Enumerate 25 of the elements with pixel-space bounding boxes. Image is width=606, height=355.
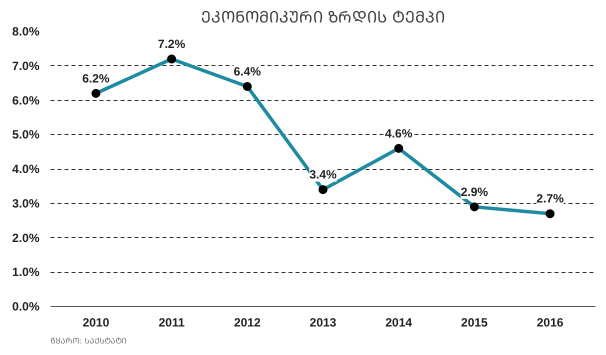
- y-tick-label: 3.0%: [12, 196, 40, 210]
- x-tick-label: 2013: [310, 316, 337, 330]
- data-label: 6.2%: [82, 71, 110, 86]
- data-label: 7.2%: [158, 37, 186, 51]
- data-label: 2.9%: [460, 184, 488, 199]
- y-tick-label: 7.0%: [12, 58, 40, 73]
- x-tick-label: 2012: [234, 316, 261, 330]
- y-tick-label: 8.0%: [12, 24, 40, 38]
- y-tick-label: 2.0%: [12, 230, 40, 245]
- x-tick-label: 2015: [461, 316, 488, 330]
- text: ᲬᲧᲐᲠᲝ: ᲡᲐᲥᲡᲢᲐᲢᲘ: [50, 336, 127, 346]
- x-tick-label: 2016: [536, 316, 564, 330]
- data-label: 2.7%: [536, 192, 564, 206]
- chart-title: ᲔᲙᲝᲜᲝᲛᲘᲙᲣᲠᲘ ᲖᲠᲓᲘᲡ ᲢᲔᲛᲞᲘ: [200, 8, 446, 26]
- y-tick-label: 1.0%: [12, 265, 40, 280]
- x-tick-label: 2014: [385, 316, 412, 330]
- y-tick-label: 4.0%: [12, 162, 40, 176]
- data-label: 3.4%: [309, 168, 338, 182]
- x-tick-label: 2011: [158, 316, 185, 330]
- y-tick-label: 0.0%: [12, 300, 40, 314]
- data-label: 6.4%: [234, 64, 262, 78]
- y-tick-label: 5.0%: [12, 128, 40, 142]
- x-tick-label: 2010: [82, 316, 110, 330]
- y-tick-label: 6.0%: [12, 93, 40, 108]
- data-label: 4.6%: [385, 126, 413, 140]
